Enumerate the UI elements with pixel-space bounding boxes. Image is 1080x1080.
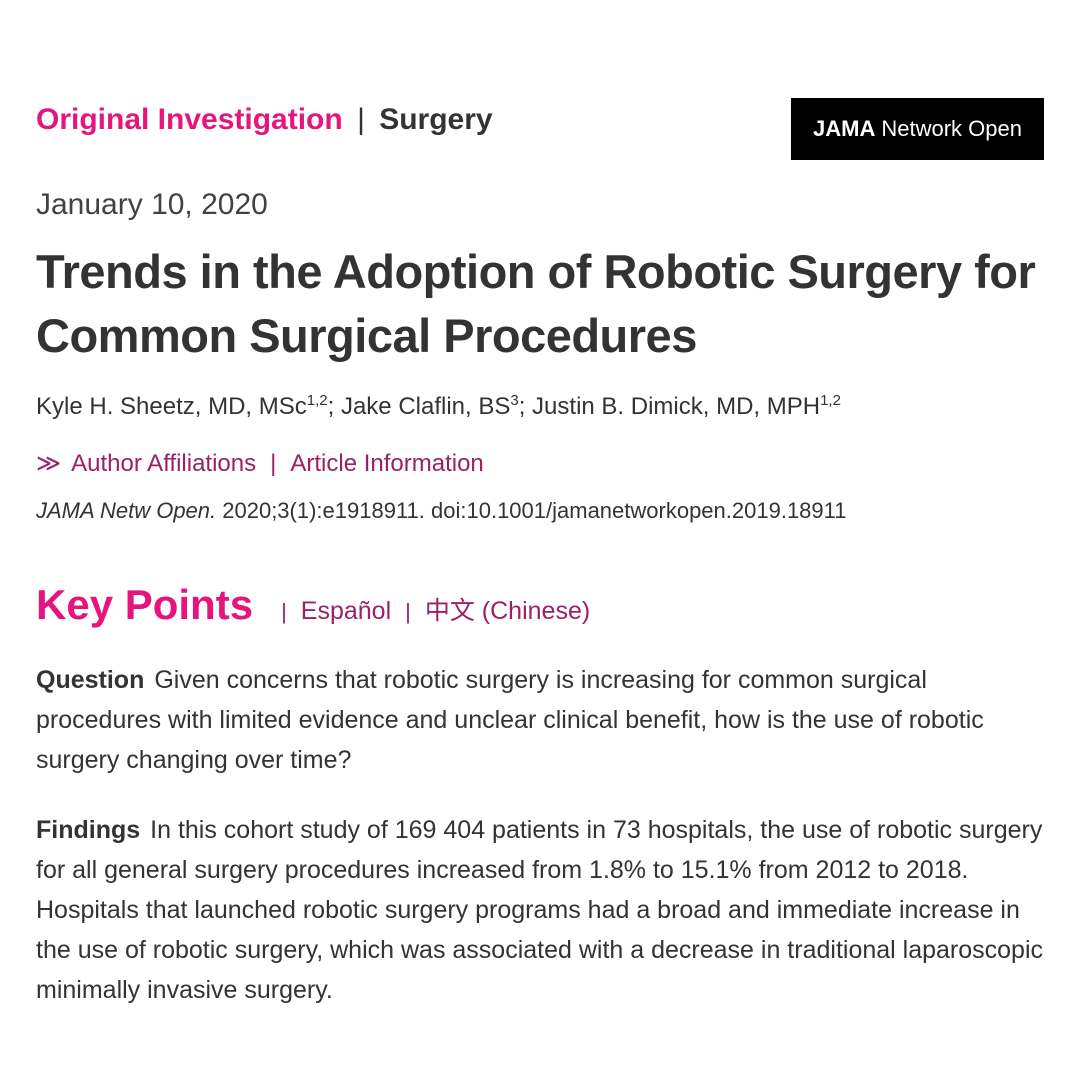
publication-date: January 10, 2020 [36, 188, 268, 221]
author-separator: ; [327, 393, 341, 420]
article-information-link[interactable]: Article Information [290, 450, 484, 477]
author-name: Justin B. Dimick, MD, MPH [532, 393, 821, 420]
key-points-language-links: | Español | 中文 (Chinese) [267, 591, 590, 627]
affiliation-links-row: ≫ Author Affiliations | Article Information [36, 448, 1044, 480]
question-text: Given concerns that robotic surgery is i… [36, 666, 984, 774]
author-byline: Kyle H. Sheetz, MD, MSc1,2; Jake Claflin… [36, 390, 1044, 424]
jama-network-open-logo[interactable]: JAMA Network Open [791, 98, 1044, 160]
author-affiliation-superscript: 3 [510, 392, 519, 409]
kicker-category-link[interactable]: Original Investigation [36, 103, 343, 136]
kicker-separator: | [357, 103, 365, 136]
key-points-heading: Key Points [36, 581, 254, 628]
key-points-header: Key Points | Español | 中文 (Chinese) [36, 580, 1044, 630]
affil-separator: | [270, 450, 277, 477]
author-separator: ; [518, 393, 533, 420]
citation-line: JAMA Netw Open. 2020;3(1):e1918911. doi:… [36, 496, 1044, 526]
logo-brand-bold: JAMA [813, 116, 876, 141]
chinese-link[interactable]: 中文 (Chinese) [424, 597, 591, 625]
question-paragraph: Question Given concerns that robotic surg… [36, 660, 1044, 780]
citation-details: 2020;3(1):e1918911. doi:10.1001/jamanetw… [216, 498, 847, 523]
author-affiliation-superscript: 1,2 [820, 392, 841, 409]
citation-journal: JAMA Netw Open. [36, 498, 217, 523]
author-name: Kyle H. Sheetz, MD, MSc [36, 393, 307, 420]
findings-text: In this cohort study of 169 404 patients… [36, 816, 1044, 1004]
article-title: Trends in the Adoption of Robotic Surger… [36, 245, 1036, 362]
article-kicker: Original Investigation | Surgery [36, 100, 493, 140]
logo-brand-rest: Network Open [881, 116, 1022, 141]
author-name: Jake Claflin, BS [340, 393, 511, 420]
kp-separator: | [281, 599, 287, 624]
author-affiliations-link[interactable]: Author Affiliations [71, 450, 257, 477]
top-row: Original Investigation | Surgery JAMA Ne… [36, 98, 1044, 160]
question-label: Question [36, 666, 145, 694]
double-chevron-icon: ≫ [36, 450, 62, 477]
findings-paragraph: Findings In this cohort study of 169 404 … [36, 810, 1044, 1010]
kicker-topic-link[interactable]: Surgery [379, 103, 493, 136]
kp-separator: | [405, 599, 411, 624]
findings-label: Findings [36, 816, 141, 844]
author-affiliation-superscript: 1,2 [306, 392, 328, 409]
espanol-link[interactable]: Español [300, 597, 392, 625]
